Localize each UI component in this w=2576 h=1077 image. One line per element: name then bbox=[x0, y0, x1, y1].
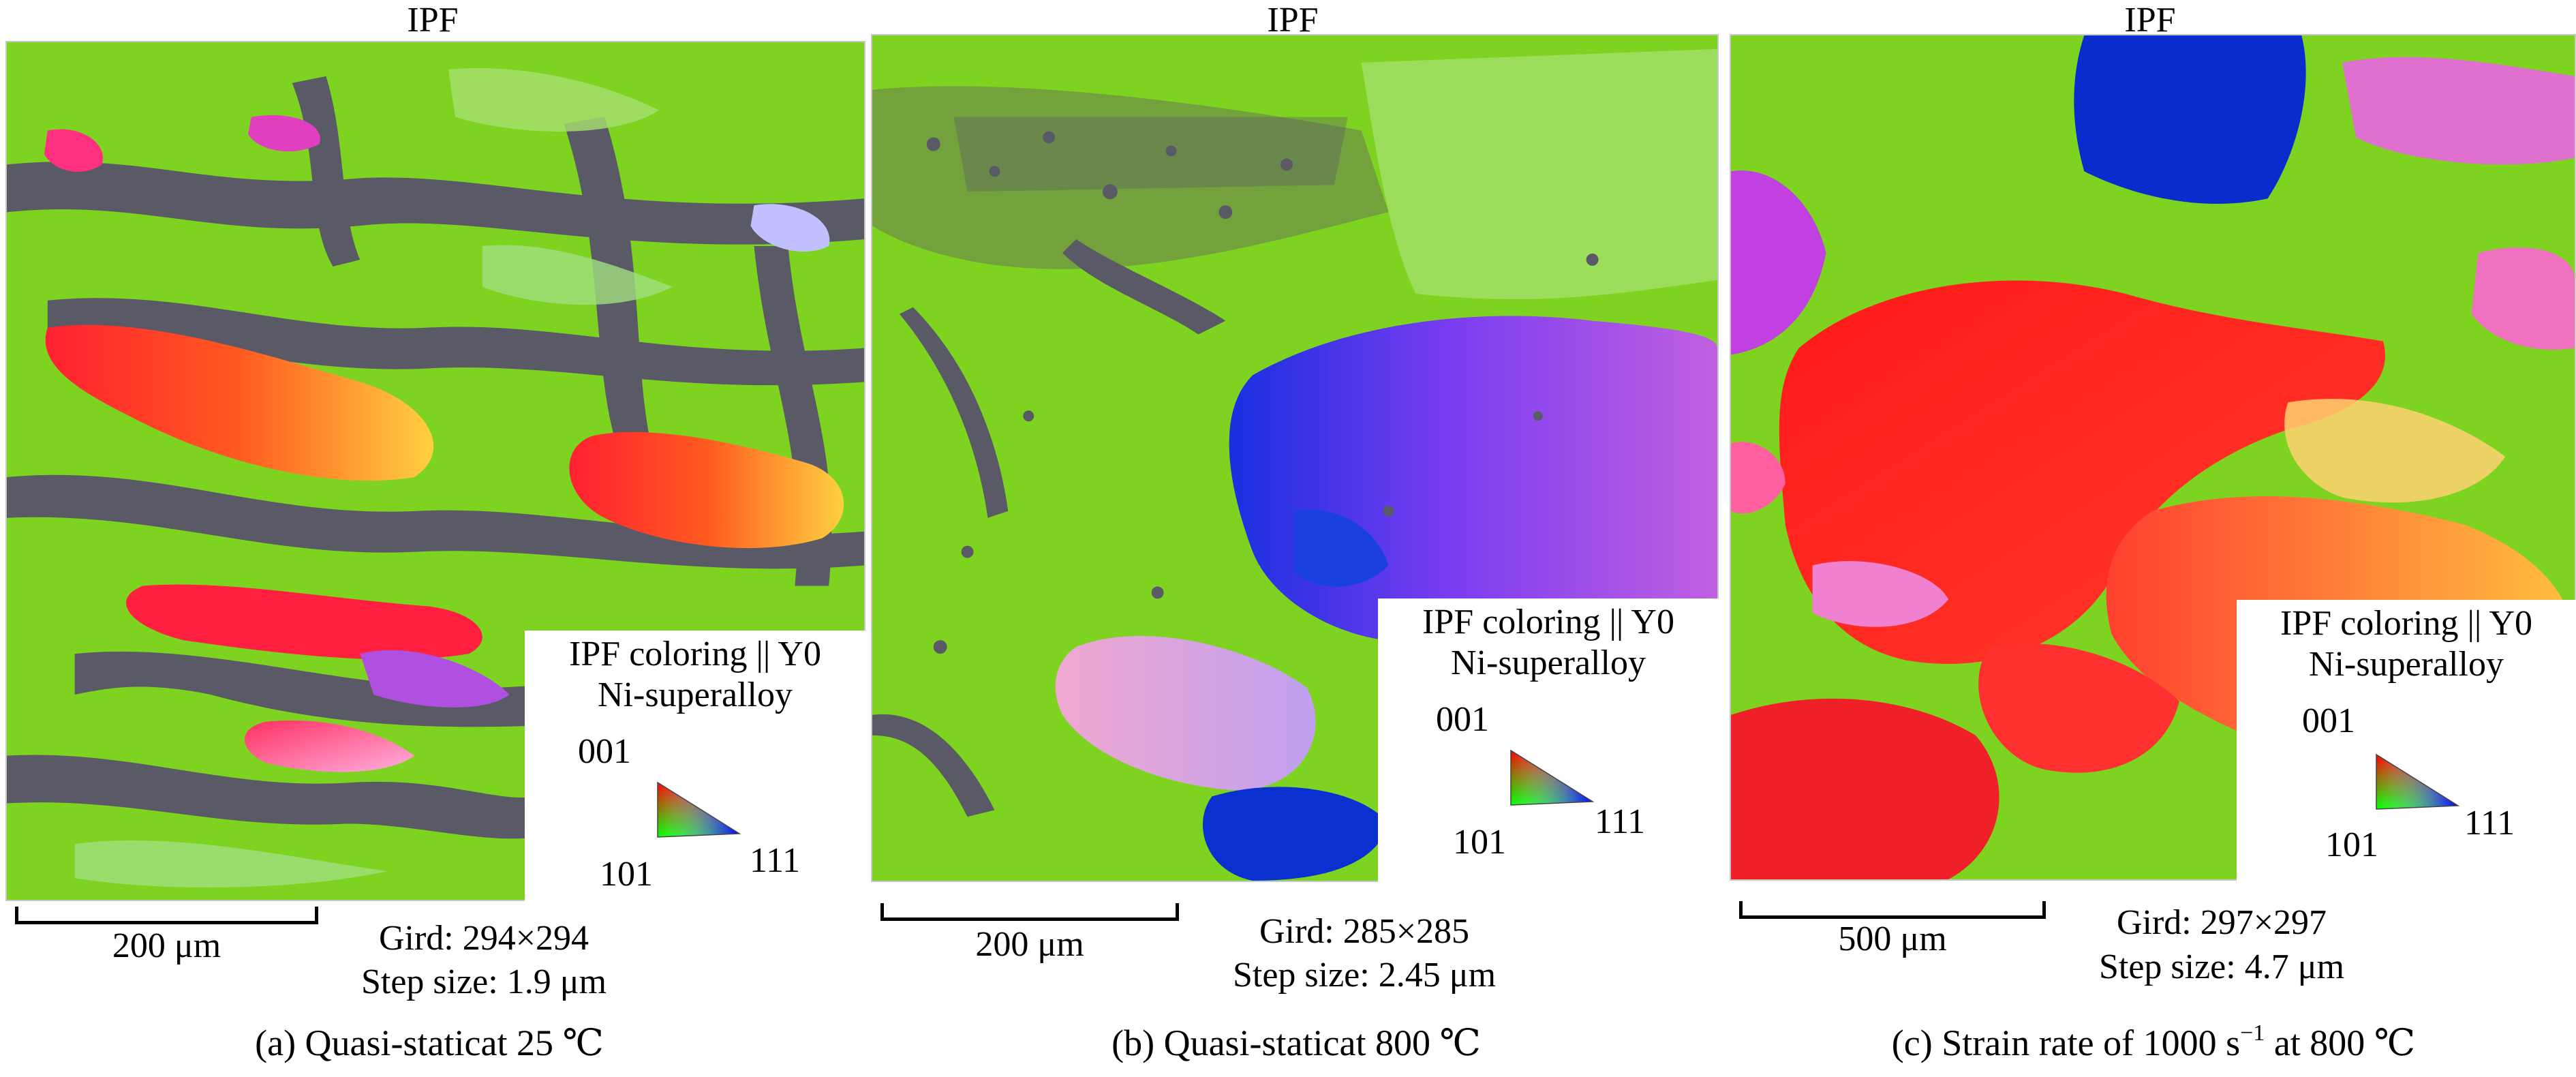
scale-bar bbox=[1739, 901, 2046, 919]
ipf-title: IPF bbox=[2124, 1, 2176, 40]
pole-101-label: 101 bbox=[1453, 823, 1506, 862]
grid-size: Gird: 285×285 bbox=[1259, 912, 1470, 951]
ipf-title: IPF bbox=[407, 1, 459, 40]
pole-101-label: 101 bbox=[600, 855, 653, 894]
scale-bar bbox=[880, 903, 1179, 921]
legend-material: Ni-superalloy bbox=[598, 676, 793, 714]
step-size: Step size: 2.45 μm bbox=[1232, 956, 1497, 995]
pole-001-label: 001 bbox=[1436, 700, 1489, 739]
pole-001-label: 001 bbox=[2302, 701, 2355, 740]
scale-bar-label: 200 μm bbox=[975, 925, 1084, 964]
pole-001-label: 001 bbox=[578, 732, 631, 771]
legend-title: IPF coloring || Y0 bbox=[569, 635, 821, 673]
ipf-legend: IPF coloring || Y0 Ni-superalloy 001 101… bbox=[1378, 598, 1719, 885]
ipf-map-image bbox=[872, 35, 1717, 881]
ipf-map-image bbox=[1731, 35, 2575, 879]
panel-a: IPF bbox=[0, 0, 865, 1077]
ipf-triangle-key bbox=[657, 781, 741, 838]
caption-c: (c) Strain rate of 1000 s−1 at 800 ℃ bbox=[1813, 1020, 2494, 1064]
caption-a: (a) Quasi-staticat 25 ℃ bbox=[255, 1022, 604, 1063]
panel-c: IPF bbox=[1724, 0, 2576, 1077]
step-size: Step size: 4.7 μm bbox=[2098, 947, 2345, 986]
caption-c-suffix: at 800 ℃ bbox=[2265, 1022, 2416, 1063]
ipf-title: IPF bbox=[1267, 1, 1319, 40]
pole-101-label: 101 bbox=[2325, 825, 2378, 864]
scale-bar-label: 500 μm bbox=[1838, 920, 1947, 958]
ipf-legend: IPF coloring || Y0 Ni-superalloy 001 101… bbox=[525, 631, 865, 903]
legend-material: Ni-superalloy bbox=[2309, 645, 2504, 684]
ipf-legend: IPF coloring || Y0 Ni-superalloy 001 101… bbox=[2237, 600, 2576, 886]
pole-111-label: 111 bbox=[2464, 804, 2515, 843]
ipf-triangle-key bbox=[2376, 753, 2460, 810]
scale-bar bbox=[15, 907, 318, 924]
caption-c-text: (c) Strain rate of 1000 s bbox=[1891, 1022, 2241, 1063]
legend-material: Ni-superalloy bbox=[1451, 643, 1646, 682]
grid-size: Gird: 294×294 bbox=[378, 919, 589, 958]
pole-111-label: 111 bbox=[1595, 802, 1646, 841]
pole-111-label: 111 bbox=[750, 841, 801, 880]
ipf-map bbox=[1730, 34, 2576, 881]
legend-title: IPF coloring || Y0 bbox=[2280, 604, 2532, 643]
caption-c-exponent: −1 bbox=[2240, 1020, 2265, 1046]
grid-size: Gird: 297×297 bbox=[2116, 903, 2327, 942]
ipf-triangle-key bbox=[1510, 749, 1595, 806]
scale-bar-label: 200 μm bbox=[112, 926, 221, 965]
legend-title: IPF coloring || Y0 bbox=[1422, 603, 1674, 641]
step-size: Step size: 1.9 μm bbox=[361, 962, 607, 1001]
panel-b: IPF bbox=[867, 0, 1719, 1077]
caption-b: (b) Quasi-staticat 800 ℃ bbox=[1111, 1022, 1481, 1063]
ipf-map bbox=[871, 34, 1719, 882]
